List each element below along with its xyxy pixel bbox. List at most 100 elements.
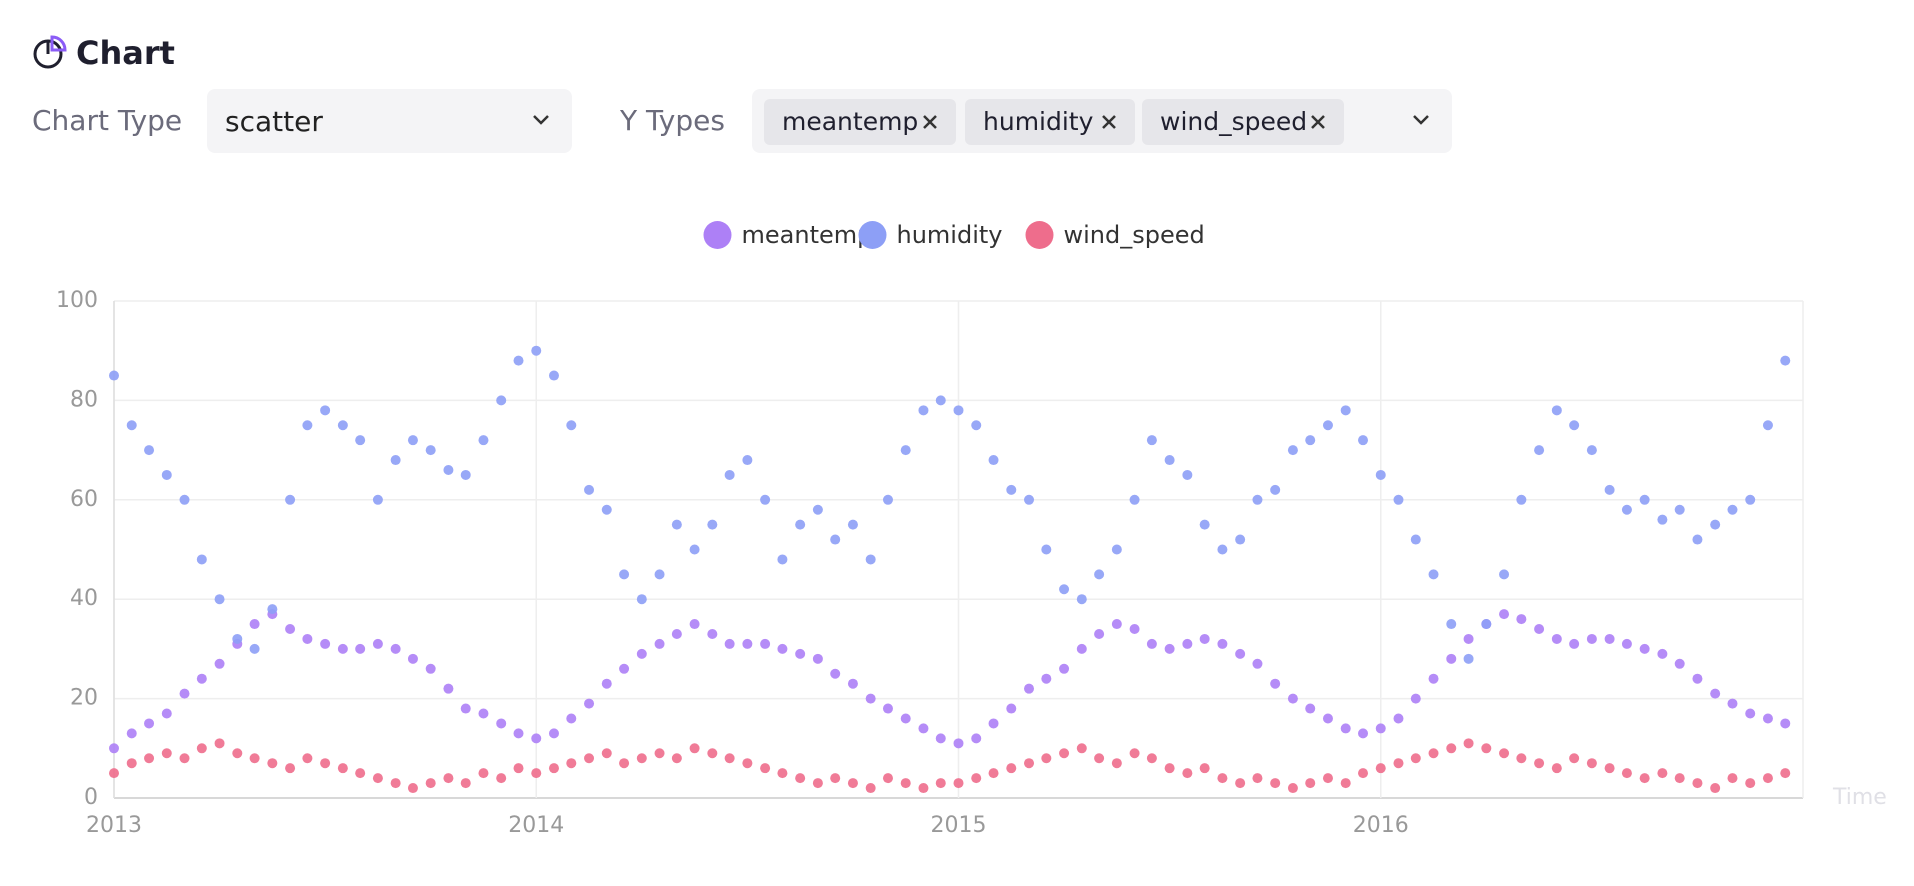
- scatter-point: [478, 435, 489, 446]
- scatter-point: [214, 658, 225, 669]
- scatter-point: [724, 753, 735, 764]
- scatter-point: [882, 703, 893, 714]
- scatter-point: [531, 768, 542, 779]
- scatter-point: [390, 778, 401, 789]
- scatter-point: [1745, 708, 1756, 719]
- scatter-point: [830, 534, 841, 545]
- scatter-point: [971, 733, 982, 744]
- scatter-point: [636, 648, 647, 659]
- remove-icon[interactable]: [922, 114, 938, 130]
- chart-type-label: Chart Type: [32, 104, 183, 137]
- scatter-point: [1235, 534, 1246, 545]
- scatter-point: [847, 519, 858, 530]
- scatter-point: [795, 773, 806, 784]
- scatter-point: [1569, 638, 1580, 649]
- scatter-point: [1604, 484, 1615, 495]
- scatter-point: [1111, 544, 1122, 555]
- scatter-point: [390, 455, 401, 466]
- scatter-point: [267, 758, 278, 769]
- scatter-point: [460, 469, 471, 480]
- scatter-point: [1780, 768, 1791, 779]
- scatter-point: [1499, 748, 1510, 759]
- scatter-point: [1727, 504, 1738, 515]
- scatter-point: [988, 455, 999, 466]
- scatter-point: [619, 663, 630, 674]
- scatter-point: [285, 624, 296, 635]
- scatter-point: [707, 519, 718, 530]
- scatter-point: [1516, 614, 1527, 625]
- scatter-point: [654, 748, 665, 759]
- scatter-point: [232, 748, 243, 759]
- tag[interactable]: wind_speed: [1142, 99, 1344, 145]
- scatter-point: [1428, 748, 1439, 759]
- scatter-point: [584, 753, 595, 764]
- scatter-point: [953, 738, 964, 749]
- scatter-point: [1322, 420, 1333, 431]
- scatter-point: [496, 773, 507, 784]
- scatter-point: [1657, 648, 1668, 659]
- scatter-point: [1059, 748, 1070, 759]
- scatter-point: [407, 435, 418, 446]
- scatter-point: [1674, 773, 1685, 784]
- remove-icon[interactable]: [1101, 114, 1117, 130]
- scatter-point: [196, 554, 207, 565]
- y-types-select[interactable]: meantemp humidity wind_speed: [752, 89, 1452, 153]
- legend-label: meantemp: [742, 221, 873, 249]
- scatter-point: [689, 544, 700, 555]
- scatter-point: [1340, 405, 1351, 416]
- tag[interactable]: humidity: [965, 99, 1135, 145]
- scatter-point: [935, 778, 946, 789]
- legend-marker: [858, 221, 887, 249]
- scatter-point: [918, 405, 929, 416]
- scatter-point: [179, 753, 190, 764]
- scatter-point: [302, 420, 313, 431]
- scatter-point: [196, 673, 207, 684]
- scatter-point: [1006, 703, 1017, 714]
- scatter-point: [1710, 783, 1721, 794]
- scatter-point: [249, 753, 260, 764]
- scatter-point: [1410, 693, 1421, 704]
- scatter-point: [584, 698, 595, 709]
- scatter-point: [654, 569, 665, 580]
- scatter-point: [249, 619, 260, 630]
- scatter-point: [1059, 584, 1070, 595]
- scatter-point: [636, 753, 647, 764]
- scatter-point: [548, 370, 559, 381]
- scatter-point: [971, 420, 982, 431]
- scatter-point: [601, 748, 612, 759]
- x-tick-label: 2016: [1353, 813, 1409, 838]
- remove-icon[interactable]: [1310, 114, 1326, 130]
- scatter-point: [425, 445, 436, 456]
- y-tick-label: 40: [70, 586, 98, 611]
- scatter-point: [636, 594, 647, 605]
- scatter-point: [267, 604, 278, 615]
- scatter-point: [144, 753, 155, 764]
- scatter-point: [1463, 653, 1474, 664]
- scatter-point: [1146, 638, 1157, 649]
- tag[interactable]: meantemp: [764, 99, 956, 145]
- scatter-point: [742, 455, 753, 466]
- scatter-point: [1534, 624, 1545, 635]
- scatter-point: [1252, 494, 1263, 505]
- scatter-point: [1129, 748, 1140, 759]
- scatter-point: [214, 738, 225, 749]
- scatter-point: [1639, 494, 1650, 505]
- chart-type-select[interactable]: scatter: [207, 89, 572, 153]
- scatter-point: [109, 743, 119, 754]
- scatter-point: [1692, 778, 1703, 789]
- scatter-point: [707, 628, 718, 639]
- scatter-point: [1745, 494, 1756, 505]
- scatter-point: [1094, 628, 1105, 639]
- scatter-point: [443, 683, 454, 694]
- scatter-point: [1657, 768, 1668, 779]
- scatter-point: [1481, 743, 1492, 754]
- scatter-point: [847, 778, 858, 789]
- scatter-point: [900, 713, 911, 724]
- scatter-point: [1129, 624, 1140, 635]
- scatter-point: [460, 778, 471, 789]
- legend-marker: [1025, 221, 1054, 249]
- scatter-point: [1410, 753, 1421, 764]
- scatter-point: [1059, 663, 1070, 674]
- scatter-point: [1076, 743, 1087, 754]
- chart-icon: [33, 35, 67, 69]
